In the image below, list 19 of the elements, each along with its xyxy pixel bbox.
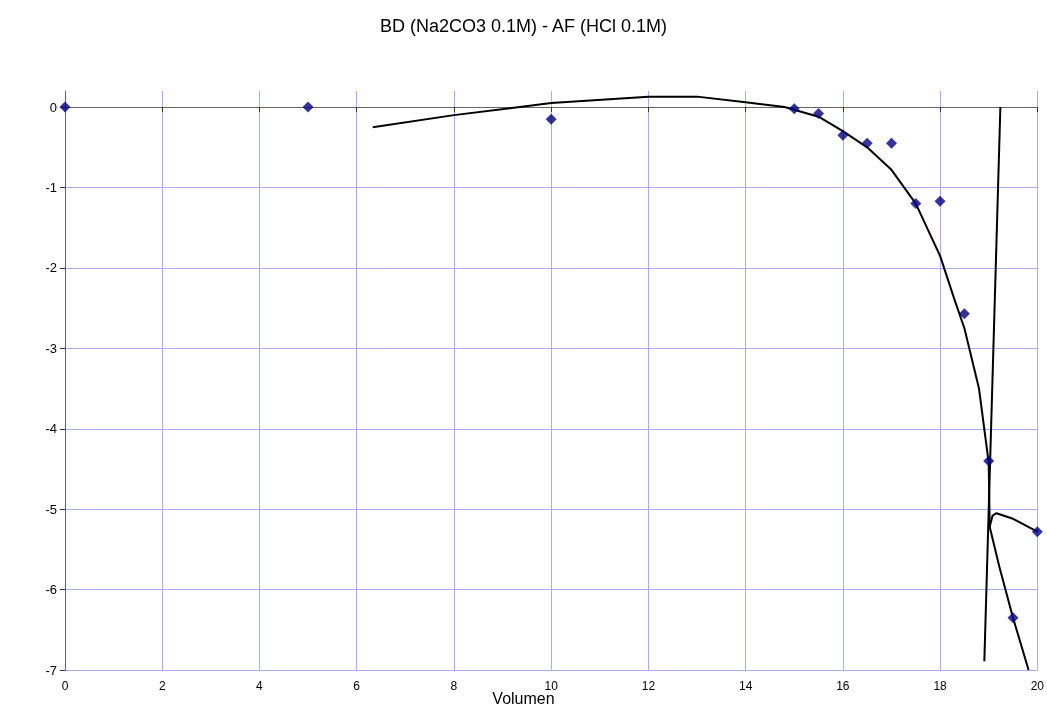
x-tick-label: 16 bbox=[836, 679, 850, 693]
y-tick-label: 0 bbox=[49, 99, 57, 115]
y-tick-label: -4 bbox=[45, 421, 57, 437]
y-tick-label: -1 bbox=[45, 180, 57, 195]
y-tick-label: -3 bbox=[45, 340, 57, 356]
y-tick-label: -7 bbox=[45, 662, 57, 678]
x-tick-label: 20 bbox=[1030, 679, 1045, 693]
y-tick-label: -6 bbox=[45, 582, 57, 598]
x-tick-label: 2 bbox=[158, 679, 166, 693]
x-tick-label: 18 bbox=[933, 679, 948, 693]
chart-title: BD (Na2CO3 0.1M) - AF (HCl 0.1M) bbox=[379, 16, 668, 36]
x-tick-label: 14 bbox=[738, 679, 753, 693]
y-tick-label: -2 bbox=[45, 260, 57, 276]
x-tick-label: 8 bbox=[450, 679, 458, 693]
x-tick-label: 12 bbox=[641, 679, 656, 693]
x-tick-label: 4 bbox=[256, 679, 264, 693]
x-tick-label: 0 bbox=[61, 679, 69, 693]
y-tick-label: -5 bbox=[45, 501, 57, 517]
x-tick-label: 6 bbox=[353, 679, 361, 693]
